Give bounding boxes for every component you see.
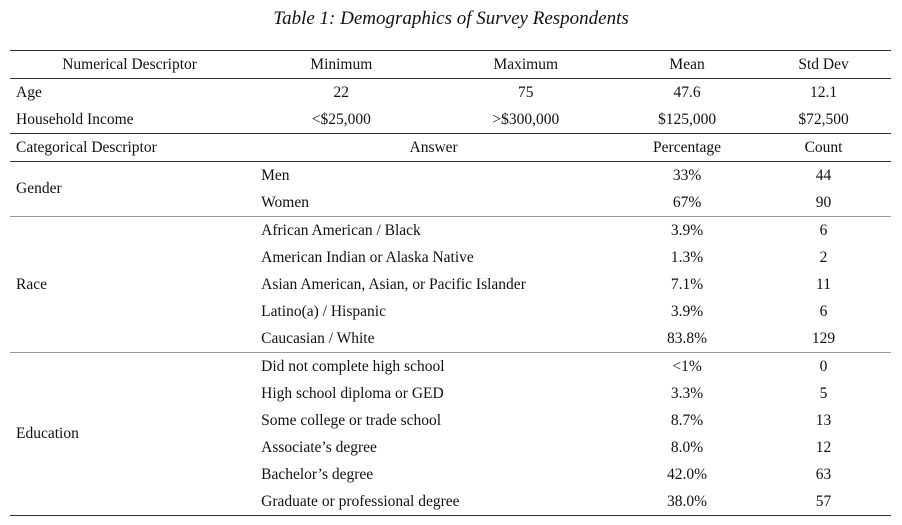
cell-percentage: 7.1% bbox=[670, 275, 704, 293]
cell-maximum: >$300,000 bbox=[433, 106, 619, 134]
group-label-education: Education bbox=[10, 352, 250, 516]
cell-percentage: 3.9% bbox=[670, 302, 704, 320]
cell-percentage: 38.0% bbox=[618, 488, 757, 516]
cell-percentage: 83.8% bbox=[667, 329, 708, 347]
table-row: Graduate or professional degree 38.0% 57 bbox=[10, 488, 891, 516]
cell-mean: $125,000 bbox=[618, 106, 757, 134]
table-row: Women 67% 90 bbox=[10, 189, 891, 217]
header-categorical-descriptor: Categorical Descriptor bbox=[10, 133, 250, 162]
header-percentage: Percentage bbox=[618, 133, 757, 162]
header-minimum: Minimum bbox=[249, 50, 434, 79]
cell-percentage: 1.3% bbox=[670, 248, 704, 266]
table-row: Associate’s degree 8.0% 12 bbox=[10, 434, 891, 461]
cell-answer: High school diploma or GED bbox=[261, 384, 444, 402]
cell-answer: Graduate or professional degree bbox=[249, 488, 619, 516]
cell-answer: Associate’s degree bbox=[261, 438, 377, 456]
row-label: Age bbox=[16, 83, 42, 101]
header-maximum: Maximum bbox=[433, 50, 619, 79]
cell-percentage: 42.0% bbox=[667, 465, 708, 483]
cell-answer: Asian American, Asian, or Pacific Island… bbox=[261, 275, 526, 293]
demographics-table: Numerical Descriptor Minimum Maximum Mea… bbox=[10, 50, 891, 516]
header-count: Count bbox=[756, 133, 891, 162]
cell-count: 63 bbox=[815, 465, 832, 483]
cell-minimum: 22 bbox=[333, 83, 350, 101]
cell-mean: 47.6 bbox=[673, 83, 701, 101]
table-row: Race African American / Black 3.9% 6 bbox=[10, 216, 891, 353]
cell-maximum: 75 bbox=[518, 83, 534, 101]
cell-percentage: 3.9% bbox=[618, 216, 757, 244]
cell-percentage: 33% bbox=[672, 166, 702, 184]
cell-std-dev: 12.1 bbox=[809, 83, 838, 101]
header-std-dev: Std Dev bbox=[756, 50, 891, 79]
categorical-header-row: Categorical Descriptor Answer Percentage… bbox=[10, 133, 891, 162]
cell-count: 6 bbox=[819, 302, 828, 320]
header-mean: Mean bbox=[618, 50, 757, 79]
table-row: Some college or trade school 8.7% 13 bbox=[10, 407, 891, 434]
cell-answer: Some college or trade school bbox=[261, 411, 442, 429]
header-numerical-descriptor: Numerical Descriptor bbox=[10, 50, 250, 79]
cell-minimum: <$25,000 bbox=[249, 106, 434, 134]
header-answer: Answer bbox=[249, 133, 619, 162]
cell-count: 0 bbox=[756, 352, 891, 380]
cell-answer: American Indian or Alaska Native bbox=[261, 248, 474, 266]
cell-percentage: <1% bbox=[618, 352, 757, 380]
table-row: American Indian or Alaska Native 1.3% 2 bbox=[10, 244, 891, 271]
cell-count: 6 bbox=[756, 216, 891, 244]
cell-answer: African American / Black bbox=[249, 216, 619, 244]
cell-count: 129 bbox=[811, 329, 836, 347]
cell-count: 44 bbox=[815, 166, 832, 184]
group-label-race: Race bbox=[10, 216, 250, 353]
table-row: Caucasian / White 83.8% 129 bbox=[10, 325, 891, 353]
row-label: Household Income bbox=[10, 106, 250, 134]
table-row: Gender Men 33% 44 bbox=[10, 162, 891, 197]
cell-answer: Latino(a) / Hispanic bbox=[261, 302, 386, 320]
cell-answer: Caucasian / White bbox=[261, 329, 375, 347]
cell-count: 11 bbox=[816, 275, 831, 293]
cell-answer: Men bbox=[261, 166, 290, 184]
cell-std-dev: $72,500 bbox=[756, 106, 891, 134]
table-row: Age 22 75 47.6 12.1 bbox=[10, 79, 891, 107]
table-row: Asian American, Asian, or Pacific Island… bbox=[10, 271, 891, 298]
table-row: High school diploma or GED 3.3% 5 bbox=[10, 380, 891, 407]
cell-count: 2 bbox=[819, 248, 828, 266]
cell-percentage: 3.3% bbox=[670, 384, 704, 402]
numerical-header-row: Numerical Descriptor Minimum Maximum Mea… bbox=[10, 50, 891, 79]
cell-count: 5 bbox=[819, 384, 828, 402]
cell-answer: Women bbox=[261, 193, 309, 211]
table-row: Bachelor’s degree 42.0% 63 bbox=[10, 461, 891, 488]
cell-count: 57 bbox=[756, 488, 891, 516]
cell-count: 13 bbox=[815, 411, 832, 429]
table-row: Household Income <$25,000 >$300,000 $125… bbox=[10, 106, 891, 134]
cell-count: 12 bbox=[815, 438, 832, 456]
cell-answer: Did not complete high school bbox=[249, 352, 619, 380]
group-label-gender: Gender bbox=[16, 180, 62, 198]
table-row: Education Did not complete high school <… bbox=[10, 352, 891, 516]
table-caption: Table 1: Demographics of Survey Responde… bbox=[273, 8, 629, 29]
cell-percentage: 67% bbox=[672, 193, 702, 211]
cell-percentage: 8.7% bbox=[670, 411, 704, 429]
cell-answer: Bachelor’s degree bbox=[261, 465, 374, 483]
table-row: Latino(a) / Hispanic 3.9% 6 bbox=[10, 298, 891, 325]
cell-percentage: 8.0% bbox=[670, 438, 704, 456]
cell-count: 90 bbox=[815, 193, 832, 211]
